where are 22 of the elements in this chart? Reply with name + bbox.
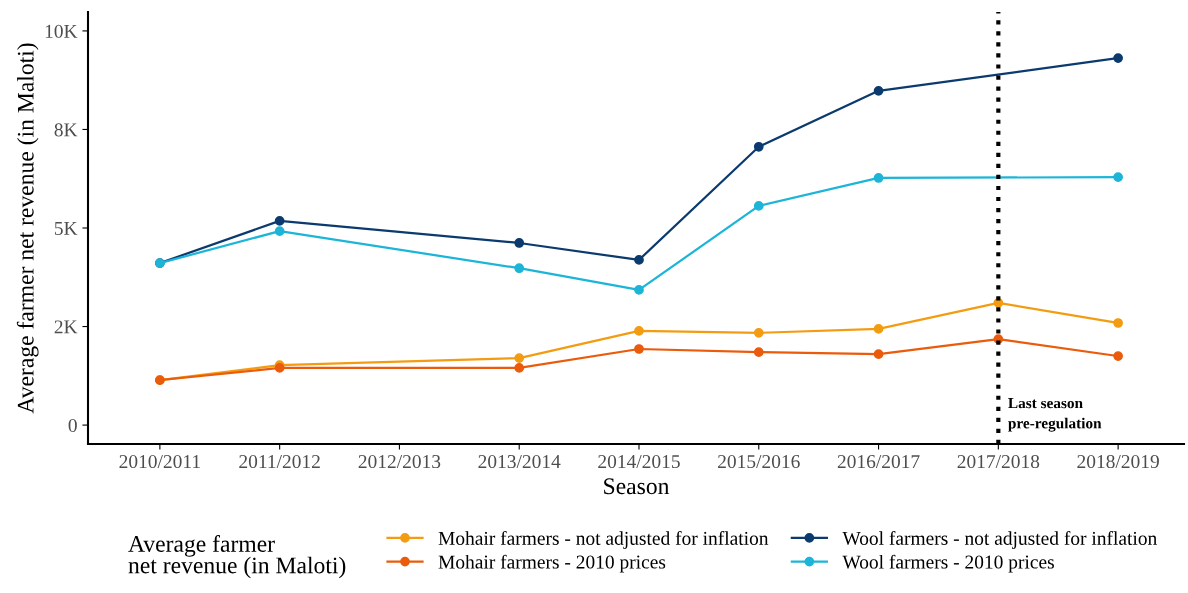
y-tick-label: 0 <box>68 418 77 433</box>
y-tick-label: 2K <box>54 320 78 334</box>
legend-title: Average farmer net revenue (in Maloti) <box>128 535 346 579</box>
legend-label: Wool farmers - 2010 prices <box>842 554 1054 573</box>
legend-label: Mohair farmers - 2010 prices <box>438 554 666 573</box>
x-tick-label: 2016/2017 <box>837 454 920 469</box>
x-tick-label: 2015/2016 <box>718 454 800 469</box>
x-tick-label: 2018/2019 <box>1077 454 1159 469</box>
y-tick-label: 8K <box>54 123 78 137</box>
y-tick-label: 5K <box>54 222 78 235</box>
x-tick-label: 2010/2011 <box>119 454 200 469</box>
y-axis-title: Average farmer net revenue (in Maloti) <box>16 43 39 414</box>
x-tick-label: 2012/2013 <box>358 454 441 469</box>
x-axis-title: Season <box>604 478 670 495</box>
legend-label: Wool farmers - not adjusted for inflation <box>842 531 1157 549</box>
x-tick-label: 2014/2015 <box>598 454 680 469</box>
y-tick-label: 10K <box>45 24 78 38</box>
x-tick-label: 2011/2012 <box>239 454 320 469</box>
ref-line-label: Last season pre-regulation <box>1008 398 1102 432</box>
x-tick-label: 2013/2014 <box>478 454 561 469</box>
legend-label: Mohair farmers - not adjusted for inflation <box>438 531 769 549</box>
x-tick-label: 2017/2018 <box>957 454 1040 469</box>
